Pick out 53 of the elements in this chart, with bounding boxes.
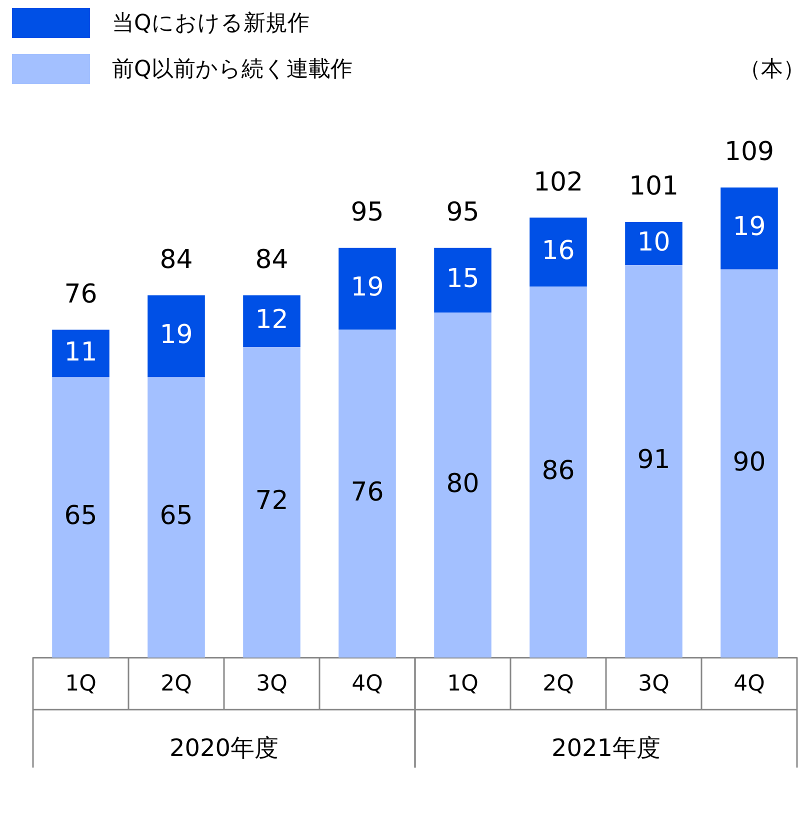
bar bbox=[52, 330, 110, 378]
total-label: 95 bbox=[350, 198, 384, 228]
x-tick-label: 1Q bbox=[65, 672, 96, 697]
bar bbox=[148, 377, 205, 658]
data-label: 10 bbox=[637, 227, 670, 258]
bar bbox=[338, 248, 396, 330]
data-label: 65 bbox=[160, 501, 193, 532]
x-tick-label: 1Q bbox=[447, 672, 478, 697]
bar bbox=[530, 218, 587, 287]
data-label: 65 bbox=[64, 501, 98, 532]
data-label: 16 bbox=[542, 236, 575, 266]
data-label: 15 bbox=[446, 264, 480, 294]
total-label: 109 bbox=[724, 137, 774, 168]
bar bbox=[434, 248, 492, 313]
bar bbox=[720, 269, 778, 658]
data-label: 19 bbox=[350, 272, 384, 303]
bar bbox=[148, 295, 205, 378]
data-label: 12 bbox=[255, 304, 288, 335]
data-label: 80 bbox=[446, 468, 480, 499]
x-tick-label: 4Q bbox=[734, 672, 765, 697]
bar bbox=[434, 312, 492, 658]
y-axis-title: （本） bbox=[739, 56, 805, 84]
bar bbox=[338, 330, 396, 658]
data-label: 19 bbox=[160, 320, 193, 350]
x-tick-label: 2Q bbox=[160, 672, 192, 697]
legend-label: 前Q以前から続く連載作 bbox=[112, 56, 352, 84]
total-label: 84 bbox=[255, 245, 288, 276]
total-label: 95 bbox=[446, 198, 480, 228]
data-label: 11 bbox=[64, 337, 98, 368]
bar bbox=[243, 347, 300, 658]
data-label: 90 bbox=[732, 447, 766, 478]
total-label: 102 bbox=[533, 167, 584, 198]
x-tick-label: 3Q bbox=[638, 672, 670, 697]
x-tick-label: 2Q bbox=[542, 672, 574, 697]
bar bbox=[720, 187, 778, 270]
text: 2021年度 bbox=[551, 734, 661, 762]
total-label: 101 bbox=[628, 172, 679, 202]
total-label: 76 bbox=[64, 280, 98, 310]
bar bbox=[530, 286, 587, 658]
bar bbox=[243, 295, 300, 348]
bar bbox=[52, 377, 110, 658]
x-tick-label: 3Q bbox=[256, 672, 288, 697]
bar bbox=[625, 222, 682, 266]
data-label: 19 bbox=[732, 212, 766, 242]
data-label: 72 bbox=[255, 486, 288, 516]
total-label: 84 bbox=[160, 245, 193, 276]
bar bbox=[625, 265, 682, 658]
data-label: 86 bbox=[542, 456, 575, 486]
x-tick-label: 4Q bbox=[352, 672, 383, 697]
legend-label: 当Qにおける新規作 bbox=[112, 10, 310, 38]
data-label: 91 bbox=[637, 445, 670, 476]
text: 2020年度 bbox=[169, 734, 279, 762]
data-label: 76 bbox=[350, 477, 384, 508]
